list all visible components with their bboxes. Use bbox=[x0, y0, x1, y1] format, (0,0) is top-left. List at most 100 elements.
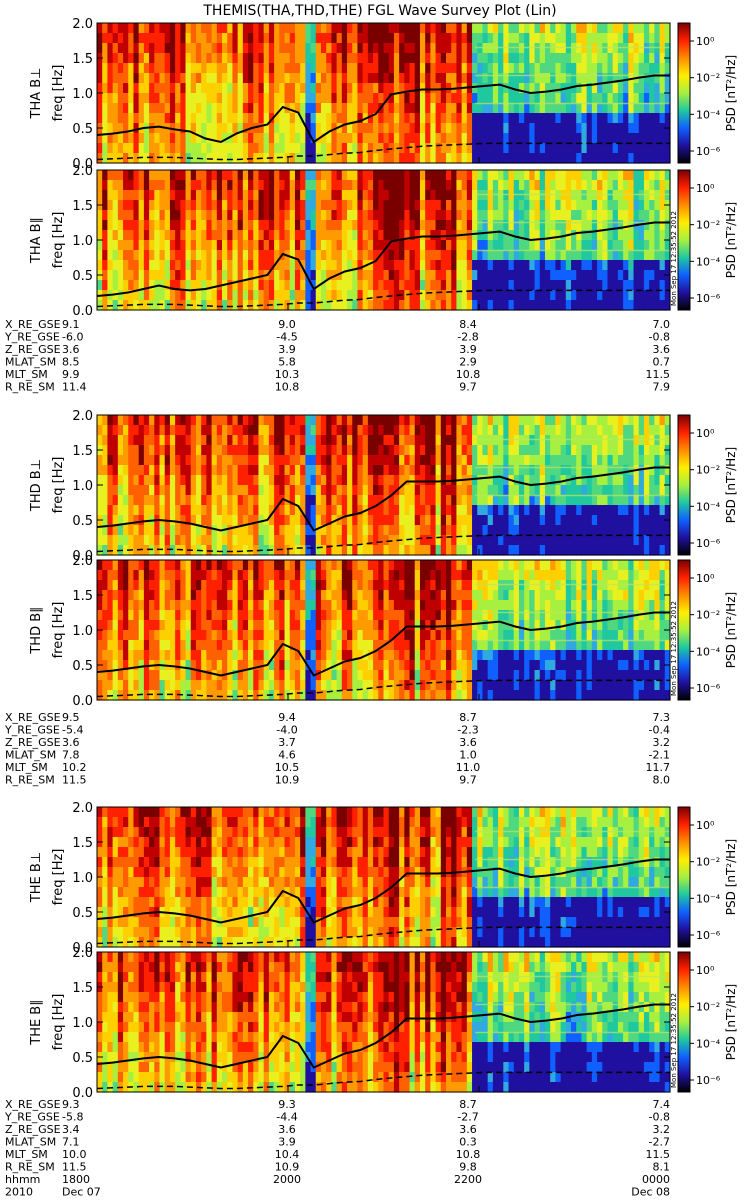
colorbar-tick-label: 10⁻⁶ bbox=[696, 145, 721, 158]
panel-ylabel: THE B⊥ bbox=[29, 852, 44, 903]
ephemeris-value: 3.7 bbox=[278, 736, 296, 749]
ephemeris-value: 9.7 bbox=[459, 381, 477, 394]
ephemeris-value: 7.1 bbox=[62, 1136, 80, 1149]
y-tick-label: 2.0 bbox=[72, 554, 93, 569]
ephemeris-value: 3.6 bbox=[459, 736, 477, 749]
ephemeris-value: 8.5 bbox=[62, 356, 80, 369]
colorbar-tick-label: 10⁰ bbox=[696, 572, 715, 585]
lower-hybrid-line bbox=[96, 926, 670, 945]
lower-hybrid-line bbox=[96, 142, 670, 161]
ephemeris-label: X_RE_GSE bbox=[5, 318, 61, 331]
y-tick-label: 1.5 bbox=[72, 589, 93, 604]
colorbar-tick-label: 10⁻⁴ bbox=[696, 500, 721, 513]
colorbar-tick-label: 10⁻² bbox=[696, 1001, 720, 1014]
lower-hybrid-line bbox=[96, 679, 670, 698]
y-tick-label: 0.5 bbox=[72, 906, 93, 921]
fce-line bbox=[96, 466, 670, 532]
colorbar bbox=[677, 951, 691, 1093]
y-tick-label: 1.0 bbox=[72, 87, 93, 102]
ephemeris-label: Y_RE_GSE bbox=[4, 331, 60, 344]
ephemeris-value: 0.7 bbox=[653, 356, 671, 369]
year-label: 2010 bbox=[5, 1186, 33, 1199]
ephemeris-value: 9.3 bbox=[278, 1098, 296, 1111]
timestamp: Mon Sep 17 12:35:52 2012 bbox=[670, 993, 678, 1088]
y-tick-label: 1.0 bbox=[72, 1016, 93, 1031]
ephemeris-label: Y_RE_GSE bbox=[4, 1111, 60, 1124]
ephemeris-value: 10.8 bbox=[456, 1148, 481, 1161]
ephemeris-label: Y_RE_GSE bbox=[4, 724, 60, 737]
colorbar-tick-label: 10⁻² bbox=[696, 856, 720, 869]
fce-line bbox=[96, 221, 670, 297]
colorbar-tick-label: 10⁰ bbox=[696, 819, 715, 832]
freq-axis-label: freq [Hz] bbox=[51, 457, 66, 514]
ephemeris-value: 10.9 bbox=[275, 1161, 300, 1174]
y-tick-label: 0.5 bbox=[72, 269, 93, 284]
ephemeris-value: 9.4 bbox=[278, 711, 296, 724]
ephemeris-value: 8.1 bbox=[653, 1161, 671, 1174]
colorbar-label: PSD [nT²/Hz] bbox=[724, 202, 738, 278]
ephemeris-value: 10.5 bbox=[275, 761, 300, 774]
ephemeris-value: 8.4 bbox=[459, 318, 477, 331]
ephemeris-value: -2.8 bbox=[457, 331, 478, 344]
spectrogram-image bbox=[97, 415, 671, 556]
colorbar bbox=[677, 559, 691, 701]
ephemeris-value: 10.4 bbox=[275, 1148, 300, 1161]
colorbar-label: PSD [nT²/Hz] bbox=[724, 839, 738, 915]
ephemeris-value: 3.6 bbox=[653, 343, 671, 356]
y-tick-label: 1.5 bbox=[72, 981, 93, 996]
ephemeris-value: 3.6 bbox=[459, 1123, 477, 1136]
ephemeris-value: -0.4 bbox=[649, 724, 670, 737]
y-tick-label: 1.5 bbox=[72, 199, 93, 214]
colorbar-tick-label: 10⁻⁶ bbox=[696, 929, 721, 942]
y-tick-label: 0.5 bbox=[72, 122, 93, 137]
y-tick-label: 0.0 bbox=[72, 549, 93, 564]
y-tick-label: 1.5 bbox=[72, 444, 93, 459]
time-tick-label: 0000 bbox=[642, 1173, 670, 1186]
colorbar-tick-label: 10⁻² bbox=[696, 72, 720, 85]
y-tick-label: 0.5 bbox=[72, 659, 93, 674]
spectrogram-panel: 0.0 0.5 1.0 1.5 2.0 THA B∥ freq [Hz] 10⁰ 10⁻² 10⁻… bbox=[29, 164, 738, 319]
ephemeris-value: 7.9 bbox=[653, 381, 671, 394]
colorbar-label: PSD [nT²/Hz] bbox=[724, 55, 738, 131]
figure-title: THEMIS(THA,THD,THE) FGL Wave Survey Plot… bbox=[202, 3, 556, 19]
start-date-label: Dec 07 bbox=[62, 1186, 101, 1199]
ephemeris-label: MLT_SM bbox=[5, 761, 48, 774]
ephemeris-value: 10.8 bbox=[275, 381, 300, 394]
colorbar-tick-label: 10⁰ bbox=[696, 964, 715, 977]
colorbar-label: PSD [nT²/Hz] bbox=[724, 447, 738, 523]
lower-hybrid-line bbox=[96, 289, 670, 308]
freq-axis-label: freq [Hz] bbox=[51, 994, 66, 1051]
ephemeris-value: 11.0 bbox=[456, 761, 481, 774]
ephemeris-value: 11.5 bbox=[62, 1161, 87, 1174]
ephemeris-label: MLAT_SM bbox=[5, 356, 56, 369]
ephemeris-value: -0.8 bbox=[649, 1111, 670, 1124]
ephemeris-value: -4.5 bbox=[276, 331, 297, 344]
ephemeris-value: 3.4 bbox=[62, 1123, 80, 1136]
ephemeris-value: 11.5 bbox=[62, 774, 87, 787]
ephemeris-value: 9.7 bbox=[459, 774, 477, 787]
ephemeris-value: 4.6 bbox=[278, 749, 296, 762]
ephemeris-value: 7.8 bbox=[62, 749, 80, 762]
ephemeris-value: 9.5 bbox=[62, 711, 80, 724]
y-tick-label: 2.0 bbox=[72, 801, 93, 816]
ephemeris-value: 3.6 bbox=[62, 736, 80, 749]
ephemeris-value: 9.3 bbox=[62, 1098, 80, 1111]
colorbar bbox=[677, 414, 691, 556]
ephemeris-block: X_RE_GSE 9.1 9.0 8.4 7.0 Y_RE_GSE -6.0 -4.5 -2.8… bbox=[4, 318, 670, 394]
y-tick-label: 0.0 bbox=[72, 941, 93, 956]
fce-line bbox=[96, 1003, 670, 1069]
ephemeris-label: X_RE_GSE bbox=[5, 711, 61, 724]
y-tick-label: 2.0 bbox=[72, 409, 93, 424]
ephemeris-value: -6.0 bbox=[62, 331, 83, 344]
colorbar-tick-label: 10⁻⁶ bbox=[696, 682, 721, 695]
y-tick-label: 1.0 bbox=[72, 624, 93, 639]
ephemeris-label: R_RE_SM bbox=[5, 1161, 55, 1174]
ephemeris-label: R_RE_SM bbox=[5, 774, 55, 787]
y-tick-label: 0.5 bbox=[72, 1051, 93, 1066]
spectrogram-image bbox=[97, 23, 671, 164]
ephemeris-value: 10.9 bbox=[275, 774, 300, 787]
time-tick-label: 2000 bbox=[273, 1173, 301, 1186]
ephemeris-label: R_RE_SM bbox=[5, 381, 55, 394]
ephemeris-value: 9.1 bbox=[62, 318, 80, 331]
colorbar-tick-label: 10⁻⁴ bbox=[696, 645, 721, 658]
